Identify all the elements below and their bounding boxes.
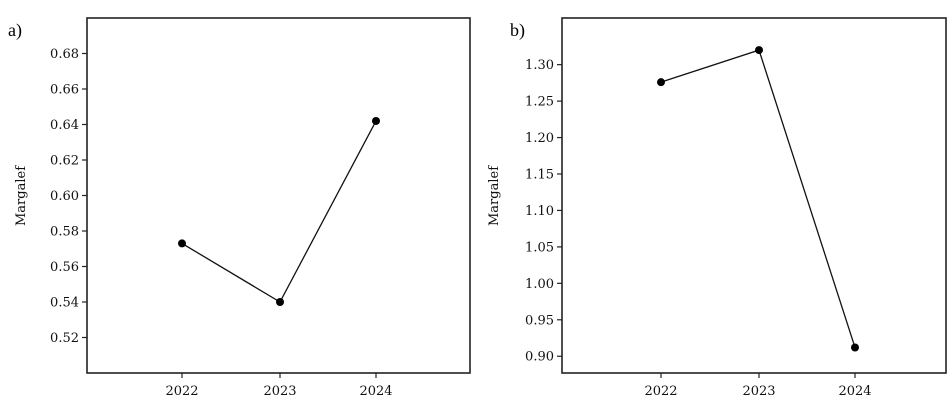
panel-a-y-tick-label: 0.54 — [50, 296, 79, 311]
panel-b-y-tick-label: 1.15 — [525, 167, 554, 182]
panel-b-y-tick-label: 1.25 — [525, 95, 554, 110]
panel-a: a) Margalef 0.52 0.54 0.56 0.58 0.60 0.62 0.64… — [8, 17, 471, 399]
panel-b-y-tick-label: 1.00 — [525, 277, 554, 292]
panel-a-series-line — [181, 120, 377, 303]
panel-b-y-tick-label: 1.20 — [525, 131, 554, 146]
panel-b: b) Margalef 0.90 0.95 1.00 1.05 1.10 1.15 1.20… — [487, 17, 947, 399]
panel-a-data-point-2024 — [372, 116, 380, 125]
panel-a-y-tick-label: 0.62 — [50, 154, 79, 169]
panel-b-series-line — [660, 49, 856, 348]
panel-b-x-tick-label: 2023 — [742, 384, 775, 399]
panel-b-y-tick-label: 1.30 — [525, 58, 554, 73]
panel-b-x-tick-label: 2024 — [838, 384, 871, 399]
panel-a-y-tick-label: 0.64 — [50, 118, 79, 133]
panel-a-x-tick-label: 2022 — [165, 384, 198, 399]
panel-b-x-tick-label: 2022 — [644, 384, 677, 399]
panel-a-y-axis-label: Margalef — [14, 165, 29, 226]
panel-a-y-tick-label: 0.52 — [50, 331, 79, 346]
panel-b-y-tick-label: 0.95 — [525, 313, 554, 328]
panel-b-data-point-2024 — [851, 343, 859, 352]
panel-a-data-point-2023 — [276, 298, 284, 306]
panel-b-data-point-2023 — [755, 46, 763, 55]
panel-b-letter: b) — [510, 20, 525, 41]
panel-a-y-tick-label: 0.66 — [50, 83, 79, 98]
panel-a-x-tick-label: 2024 — [359, 384, 392, 399]
panel-a-y-tick-label: 0.68 — [50, 47, 79, 62]
panel-b-y-tick-label: 1.10 — [525, 204, 554, 219]
panel-a-plot-frame — [86, 17, 471, 374]
panel-a-letter: a) — [8, 20, 22, 41]
panel-b-y-axis-label: Margalef — [487, 165, 502, 226]
panel-b-plot-frame — [561, 17, 947, 374]
panel-a-y-tick-label: 0.56 — [50, 260, 79, 275]
panel-a-data-point-2022 — [178, 239, 186, 248]
panel-a-y-tick-label: 0.60 — [50, 189, 79, 204]
panel-b-y-tick-label: 1.05 — [525, 240, 554, 255]
panel-b-y-tick-label: 0.90 — [525, 350, 554, 365]
panel-a-x-tick-label: 2023 — [263, 384, 296, 399]
panel-a-y-tick-label: 0.58 — [50, 225, 79, 240]
panel-b-data-point-2022 — [657, 78, 665, 87]
